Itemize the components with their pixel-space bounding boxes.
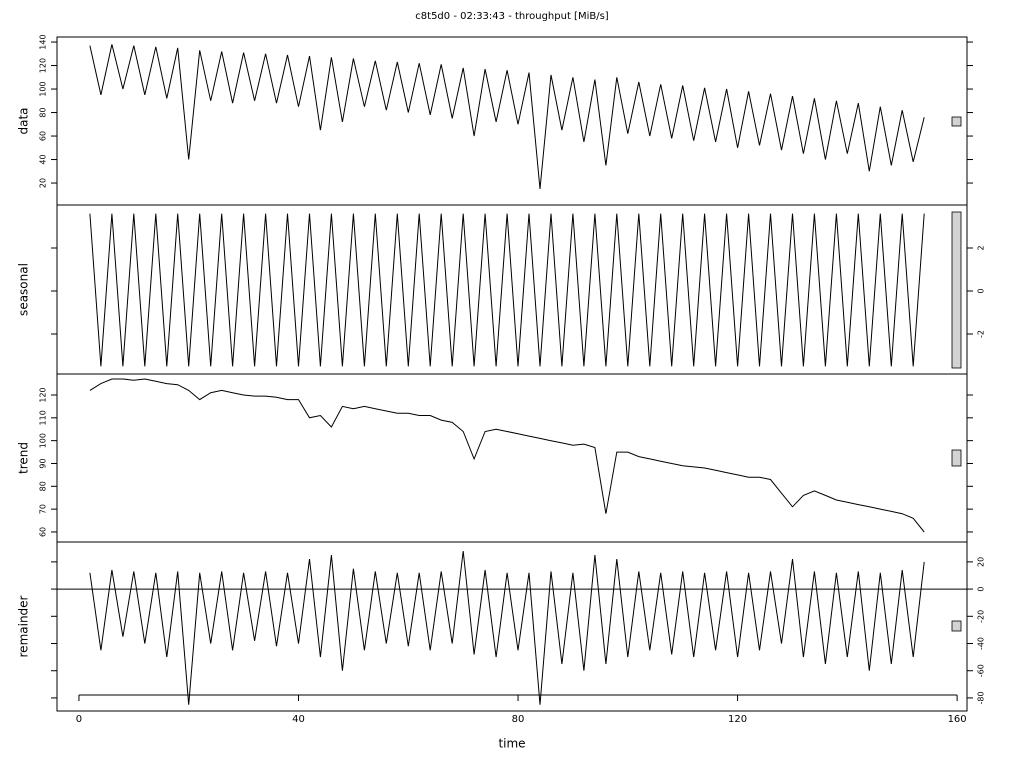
y-tick-label: -20 — [977, 610, 986, 623]
y-tick-label: -80 — [977, 691, 986, 704]
y-tick-label: 20 — [977, 557, 986, 567]
range-bar — [951, 449, 962, 467]
y-axis-title: remainder — [17, 595, 31, 657]
y-tick-label: 0 — [977, 288, 986, 293]
panel-frame — [56, 541, 968, 712]
y-tick-label: -2 — [977, 330, 986, 338]
y-tick-label: 60 — [39, 131, 48, 141]
chart-title: c8t5d0 - 02:33:43 - throughput [MiB/s] — [415, 11, 609, 22]
y-axis-title: trend — [17, 442, 31, 474]
panel-frame — [56, 373, 968, 543]
y-tick-label: 60 — [39, 527, 48, 537]
x-tick-label: 80 — [512, 714, 525, 725]
series-line — [89, 44, 925, 189]
y-tick-label: 40 — [39, 154, 48, 164]
x-tick-label: 0 — [76, 714, 82, 725]
y-axis-title: data — [17, 107, 31, 134]
series-line — [89, 550, 925, 705]
y-tick-label: 100 — [39, 81, 48, 96]
x-tick-label: 40 — [292, 714, 305, 725]
range-bar — [951, 211, 962, 369]
y-tick-label: 90 — [39, 458, 48, 468]
series-line — [89, 213, 925, 367]
y-tick-label: 80 — [39, 107, 48, 117]
y-tick-label: 70 — [39, 504, 48, 514]
range-bar — [951, 620, 962, 632]
y-tick-label: 120 — [39, 58, 48, 73]
range-bar — [951, 116, 962, 127]
y-tick-label: 20 — [39, 178, 48, 188]
y-tick-label: 100 — [39, 433, 48, 448]
y-tick-label: 120 — [39, 387, 48, 402]
y-tick-label: 110 — [39, 410, 48, 425]
series-line — [89, 378, 925, 533]
panel-frame — [56, 36, 968, 206]
x-axis-title: time — [498, 737, 525, 751]
y-tick-label: 140 — [39, 34, 48, 49]
y-tick-label: 80 — [39, 481, 48, 491]
y-tick-label: 2 — [977, 245, 986, 250]
y-tick-label: -60 — [977, 664, 986, 677]
y-tick-label: 0 — [977, 587, 986, 592]
x-tick-label: 160 — [948, 714, 967, 725]
x-tick-label: 120 — [728, 714, 747, 725]
y-axis-title: seasonal — [17, 263, 31, 316]
y-tick-label: -40 — [977, 637, 986, 650]
